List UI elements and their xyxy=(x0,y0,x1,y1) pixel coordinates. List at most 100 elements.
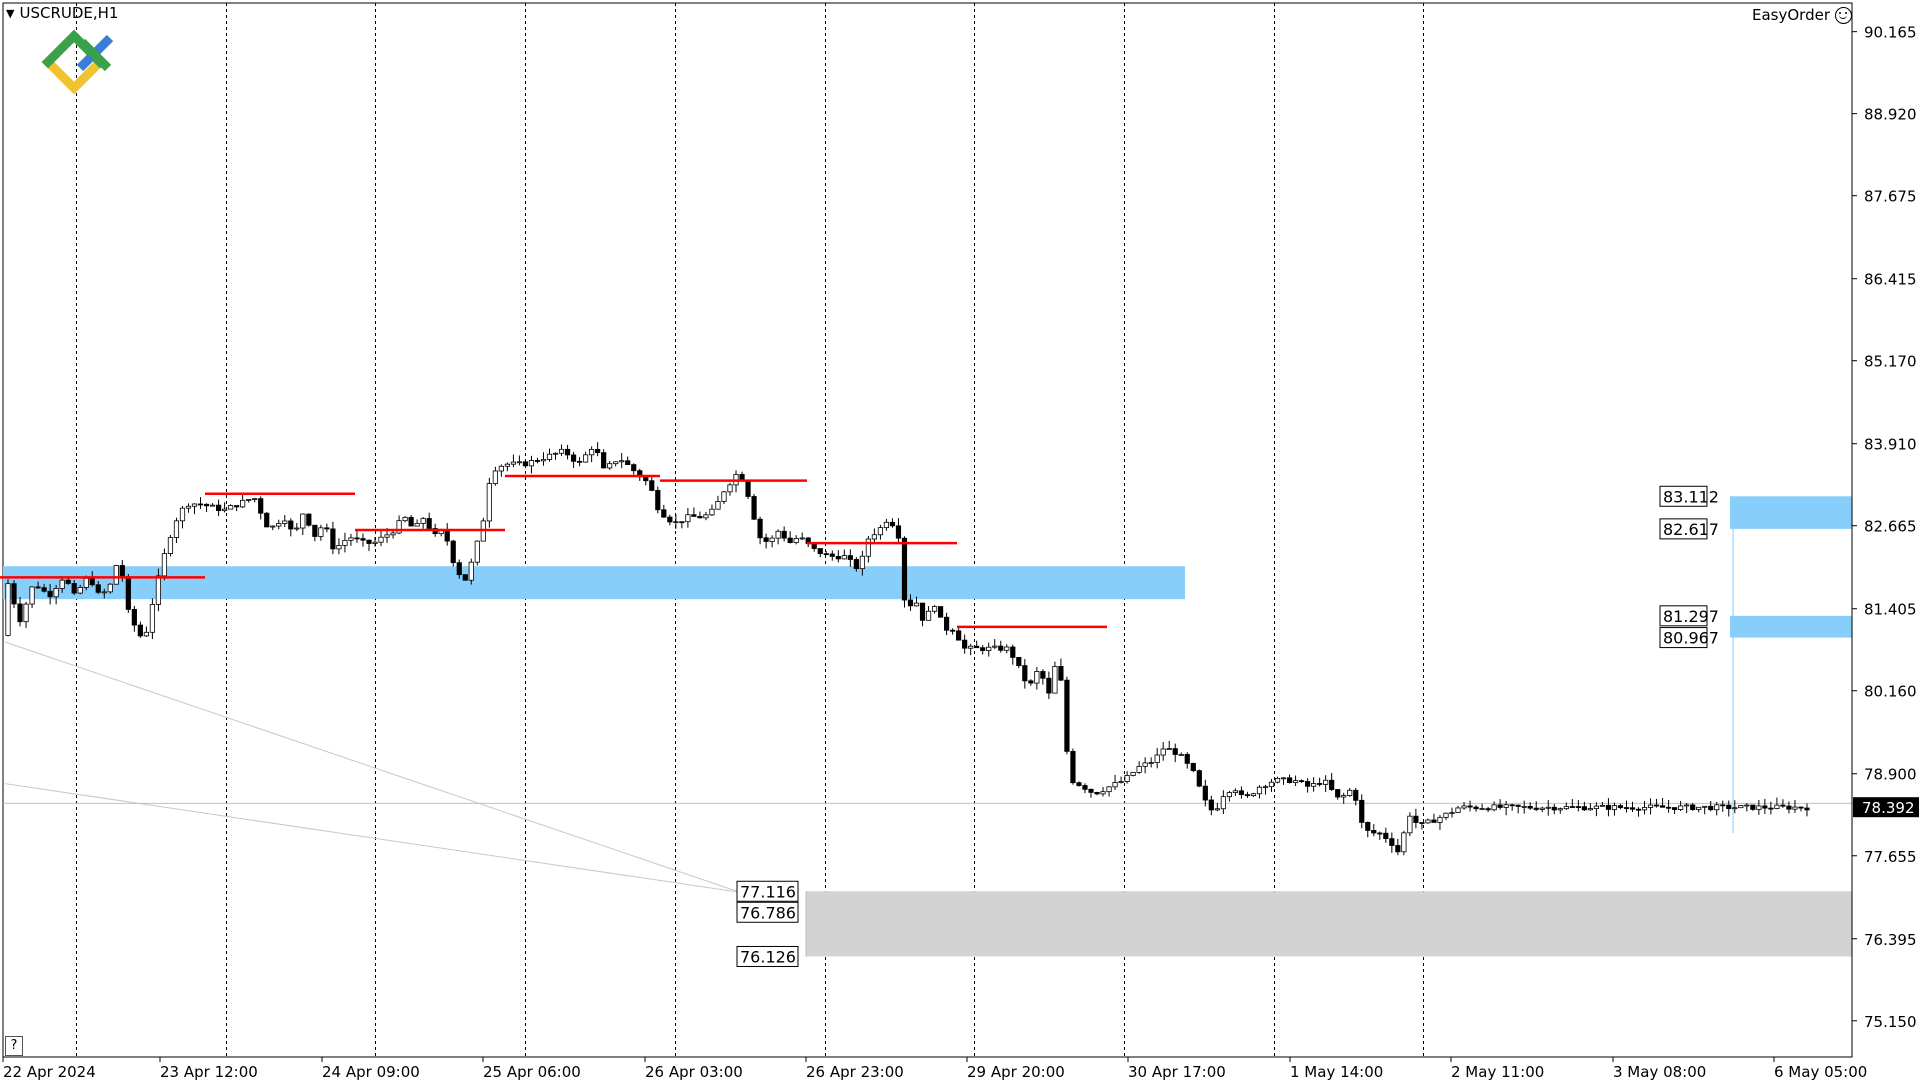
candle-body xyxy=(1130,771,1136,776)
x-tick-label: 22 Apr 2024 xyxy=(3,1063,96,1080)
candle-body xyxy=(221,508,228,512)
candle-body xyxy=(576,460,583,463)
candle-body xyxy=(583,454,589,463)
candle xyxy=(1064,676,1070,755)
candle xyxy=(185,503,192,513)
candle-body xyxy=(1726,804,1732,810)
y-tick-label: 78.900 xyxy=(1864,766,1917,784)
candle-body xyxy=(294,527,300,530)
candle-body xyxy=(107,583,113,593)
candle xyxy=(661,504,667,518)
candle xyxy=(1148,757,1154,768)
candle-body xyxy=(1341,795,1347,798)
candle-body xyxy=(727,484,733,493)
candle xyxy=(318,524,324,541)
candle-body xyxy=(288,520,294,530)
candle-body xyxy=(1383,832,1389,840)
candle-body xyxy=(1280,777,1287,780)
candle xyxy=(667,514,673,526)
resistance-zone xyxy=(1730,615,1852,638)
candle-body xyxy=(360,538,366,541)
expert-advisor-indicator[interactable]: EasyOrder xyxy=(1752,6,1852,24)
candle xyxy=(974,640,980,649)
candle-body xyxy=(234,505,240,508)
candle xyxy=(1732,800,1738,814)
candle xyxy=(1521,800,1527,814)
symbol-title[interactable]: ▼ USCRUDE,H1 xyxy=(6,4,118,22)
candle-body xyxy=(745,480,751,497)
candle xyxy=(312,524,318,542)
candle xyxy=(125,574,131,613)
candle-body xyxy=(1762,805,1768,809)
candle-body xyxy=(1040,671,1046,679)
candle-body xyxy=(1028,680,1034,684)
candle xyxy=(956,626,962,641)
candle xyxy=(1449,807,1455,818)
candle xyxy=(1786,801,1792,814)
candle xyxy=(173,517,180,543)
candle xyxy=(342,532,348,553)
candle xyxy=(1010,644,1016,665)
candle-body xyxy=(895,525,902,539)
candle xyxy=(1708,801,1714,812)
candle-body xyxy=(1515,804,1521,807)
candle-body xyxy=(246,499,252,501)
candle-body xyxy=(1407,815,1413,834)
candle-body xyxy=(685,514,691,523)
candle-body xyxy=(1545,806,1551,809)
candle-body xyxy=(1292,780,1299,783)
dropdown-triangle-icon[interactable]: ▼ xyxy=(6,6,15,20)
candle-body xyxy=(992,645,998,648)
candle xyxy=(1238,786,1245,799)
candle xyxy=(516,455,523,466)
help-button[interactable]: ? xyxy=(5,1036,23,1056)
candle xyxy=(619,453,625,469)
candle xyxy=(324,523,330,533)
candle xyxy=(595,442,601,457)
candle-body xyxy=(197,503,204,506)
candle-body xyxy=(1064,679,1070,752)
candle xyxy=(336,538,342,555)
candle-body xyxy=(444,529,450,542)
candle xyxy=(1491,801,1497,812)
candle-body xyxy=(1443,812,1449,818)
candle xyxy=(546,448,553,462)
candle xyxy=(931,605,938,614)
candle xyxy=(907,594,914,611)
candle xyxy=(167,535,174,557)
candle xyxy=(757,516,763,545)
candle xyxy=(613,461,619,467)
candle xyxy=(264,511,270,528)
candle xyxy=(71,579,77,595)
candle xyxy=(865,535,871,563)
candle xyxy=(35,581,41,589)
candle xyxy=(408,514,414,527)
candle-body xyxy=(1461,805,1467,809)
candle-body xyxy=(258,498,264,514)
candle xyxy=(781,526,787,542)
candle xyxy=(1593,802,1599,817)
candle-body xyxy=(396,520,402,534)
candle-body xyxy=(1708,805,1714,811)
plot-frame xyxy=(2,2,1853,1058)
candle-body xyxy=(546,453,553,460)
candle xyxy=(1130,771,1136,777)
candle-body xyxy=(1678,805,1684,810)
candle-body xyxy=(324,527,330,530)
candle-body xyxy=(1599,804,1606,807)
candle-body xyxy=(1425,819,1431,824)
candle-body xyxy=(1016,657,1022,667)
candle-body xyxy=(1395,845,1401,853)
candle-body xyxy=(330,528,336,550)
candle xyxy=(1226,790,1232,802)
candle xyxy=(1461,802,1467,810)
candle-body xyxy=(1329,779,1335,790)
candle-body xyxy=(354,537,360,540)
candle-body xyxy=(986,646,992,651)
candle-body xyxy=(1449,812,1455,814)
candle-body xyxy=(29,586,35,605)
candle-body xyxy=(1551,806,1557,811)
candle xyxy=(823,551,829,556)
